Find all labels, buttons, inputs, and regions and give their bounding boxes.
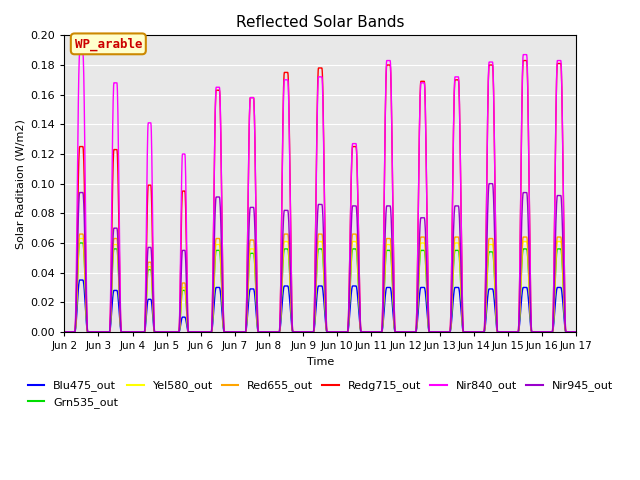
- Blu475_out: [335, 329, 342, 335]
- Grn535_out: [61, 329, 68, 335]
- Grn535_out: [335, 329, 342, 335]
- Red655_out: [572, 329, 580, 335]
- Redg715_out: [527, 315, 535, 321]
- Nir945_out: [346, 281, 353, 287]
- Nir945_out: [527, 322, 535, 328]
- Line: Nir840_out: Nir840_out: [65, 53, 576, 332]
- Yel580_out: [204, 329, 211, 335]
- Yel580_out: [335, 329, 342, 335]
- Grn535_out: [541, 329, 549, 335]
- Redg715_out: [541, 329, 549, 335]
- Grn535_out: [572, 329, 580, 335]
- Blu475_out: [469, 329, 477, 335]
- Grn535_out: [346, 291, 354, 297]
- Blu475_out: [204, 329, 211, 335]
- Yel580_out: [61, 329, 68, 335]
- Nir945_out: [486, 181, 493, 187]
- Redg715_out: [61, 329, 68, 335]
- Blu475_out: [572, 329, 580, 335]
- Blu475_out: [346, 308, 354, 314]
- Nir840_out: [541, 329, 549, 335]
- Grn535_out: [527, 325, 535, 331]
- Red655_out: [61, 329, 68, 335]
- Red655_out: [527, 324, 535, 330]
- Yel580_out: [346, 288, 354, 294]
- Yel580_out: [469, 329, 477, 335]
- Red655_out: [335, 329, 342, 335]
- Yel580_out: [76, 236, 84, 241]
- Redg715_out: [203, 329, 211, 335]
- Blu475_out: [61, 329, 68, 335]
- Nir840_out: [572, 329, 580, 335]
- Line: Grn535_out: Grn535_out: [65, 243, 576, 332]
- Title: Reflected Solar Bands: Reflected Solar Bands: [236, 15, 404, 30]
- Grn535_out: [76, 240, 84, 246]
- Nir945_out: [61, 329, 68, 335]
- Red655_out: [346, 285, 354, 290]
- Nir945_out: [335, 329, 342, 335]
- Yel580_out: [541, 329, 549, 335]
- Nir840_out: [204, 329, 211, 335]
- Y-axis label: Solar Raditaion (W/m2): Solar Raditaion (W/m2): [15, 119, 25, 249]
- Nir945_out: [572, 329, 580, 335]
- Red655_out: [541, 329, 549, 335]
- Redg715_out: [572, 329, 580, 335]
- Nir840_out: [61, 329, 68, 335]
- Red655_out: [469, 329, 477, 335]
- Yel580_out: [527, 324, 535, 330]
- Nir840_out: [76, 50, 84, 56]
- Redg715_out: [335, 329, 342, 335]
- Grn535_out: [469, 329, 477, 335]
- Line: Red655_out: Red655_out: [65, 234, 576, 332]
- Text: WP_arable: WP_arable: [75, 37, 142, 50]
- Blu475_out: [76, 277, 84, 283]
- Nir945_out: [203, 329, 211, 335]
- Legend: Blu475_out, Grn535_out, Yel580_out, Red655_out, Redg715_out, Nir840_out, Nir945_: Blu475_out, Grn535_out, Yel580_out, Red6…: [23, 376, 617, 412]
- X-axis label: Time: Time: [307, 357, 334, 367]
- Nir840_out: [346, 243, 354, 249]
- Nir840_out: [335, 329, 342, 335]
- Redg715_out: [468, 329, 476, 335]
- Redg715_out: [520, 58, 527, 63]
- Nir840_out: [527, 315, 535, 321]
- Nir840_out: [469, 329, 477, 335]
- Blu475_out: [541, 329, 549, 335]
- Nir945_out: [468, 329, 476, 335]
- Grn535_out: [204, 329, 211, 335]
- Red655_out: [76, 231, 84, 237]
- Line: Yel580_out: Yel580_out: [65, 239, 576, 332]
- Line: Redg715_out: Redg715_out: [65, 60, 576, 332]
- Nir945_out: [541, 329, 549, 335]
- Blu475_out: [527, 327, 535, 333]
- Line: Blu475_out: Blu475_out: [65, 280, 576, 332]
- Line: Nir945_out: Nir945_out: [65, 184, 576, 332]
- Yel580_out: [572, 329, 580, 335]
- Red655_out: [204, 329, 211, 335]
- Redg715_out: [346, 258, 353, 264]
